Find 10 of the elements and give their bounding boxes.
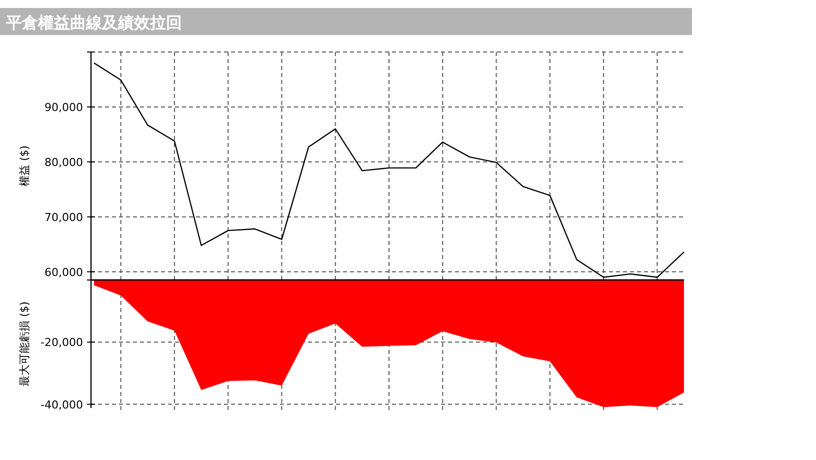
chart-title: 平倉權益曲線及績效拉回 xyxy=(5,13,182,32)
y-tick-label: 70,000 xyxy=(44,210,83,224)
y-tick-label: 60,000 xyxy=(44,266,83,279)
line-series xyxy=(93,62,685,278)
y-axis-title: 最大可能虧損 ($) xyxy=(18,301,31,387)
y-tick-label: -20,000 xyxy=(40,336,83,350)
y-axis-title: 權益 ($) xyxy=(18,145,31,187)
y-tick-label: -40,000 xyxy=(40,398,83,412)
y-tick-label: 90,000 xyxy=(44,100,83,114)
y-tick-label: 80,000 xyxy=(44,156,83,169)
